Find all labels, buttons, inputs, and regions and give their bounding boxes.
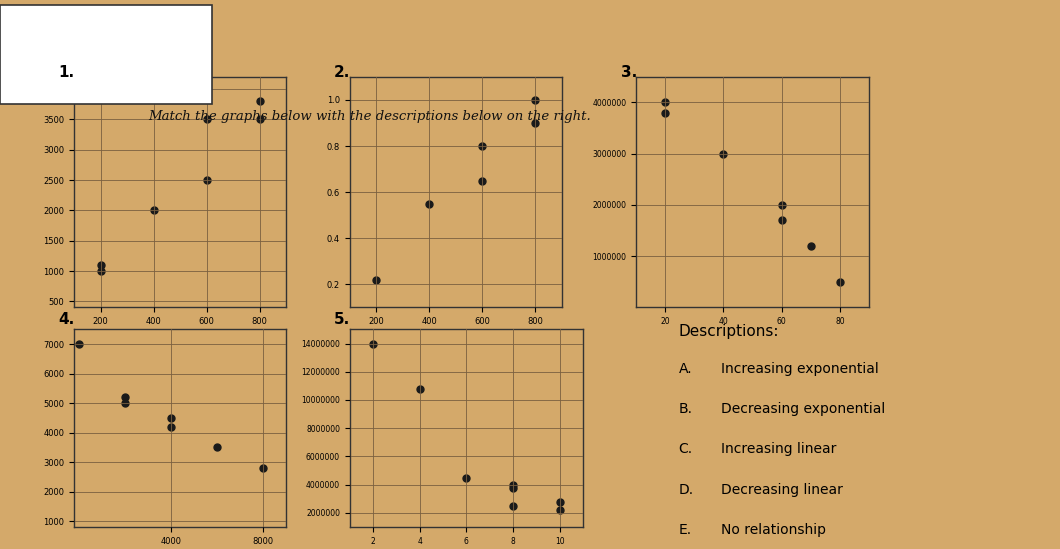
Text: Decreasing exponential: Decreasing exponential — [721, 402, 885, 417]
Text: Increasing exponential: Increasing exponential — [721, 362, 879, 377]
Text: Decreasing linear: Decreasing linear — [721, 483, 843, 497]
Text: A.: A. — [678, 362, 692, 377]
Text: C.: C. — [678, 442, 692, 457]
Text: 2.: 2. — [334, 65, 350, 80]
Text: 3.: 3. — [621, 65, 637, 80]
Text: 4.: 4. — [58, 312, 74, 327]
Text: 5.: 5. — [334, 312, 350, 327]
Text: 1.: 1. — [58, 65, 74, 80]
Text: Match the graphs below with the descriptions below on the right.: Match the graphs below with the descript… — [148, 110, 591, 123]
Text: Descriptions:: Descriptions: — [678, 324, 779, 339]
Text: D.: D. — [678, 483, 693, 497]
Text: E.: E. — [678, 523, 691, 537]
Text: B.: B. — [678, 402, 692, 417]
Text: No relationship: No relationship — [721, 523, 826, 537]
Text: Increasing linear: Increasing linear — [721, 442, 836, 457]
